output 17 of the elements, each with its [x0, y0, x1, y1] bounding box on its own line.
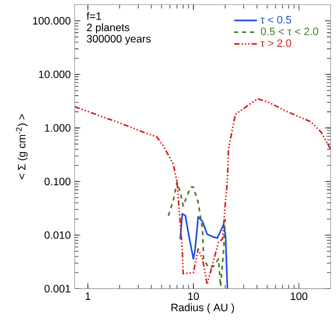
x-tick-label: 1 — [86, 292, 90, 300]
y-tick-label: 0.001 — [44, 284, 70, 292]
x-tick-label: 10 — [188, 292, 199, 300]
annotation: 2 planets — [87, 23, 130, 34]
x-axis-title: Radius ( AU ) — [172, 303, 234, 314]
y-axis-title: < Σ (g cm$^{-2}$) > — [16, 114, 28, 180]
legend-label: 0.5 < τ < 2.0 — [260, 28, 318, 36]
y-tick-label: 1.000 — [44, 124, 70, 132]
legend-label: τ < 0.5 — [260, 16, 292, 24]
y-tick-label: 0.010 — [44, 231, 70, 239]
annotation: 300000 years — [86, 34, 151, 45]
legend-label: τ > 2.0 — [260, 39, 292, 47]
y-tick-label: 0.100 — [44, 178, 70, 186]
x-tick-label: 100 — [290, 292, 308, 300]
y-tick-label: 100.000 — [33, 17, 70, 25]
y-tick-label: 10.000 — [39, 70, 70, 78]
annotation: f=1 — [86, 12, 102, 20]
